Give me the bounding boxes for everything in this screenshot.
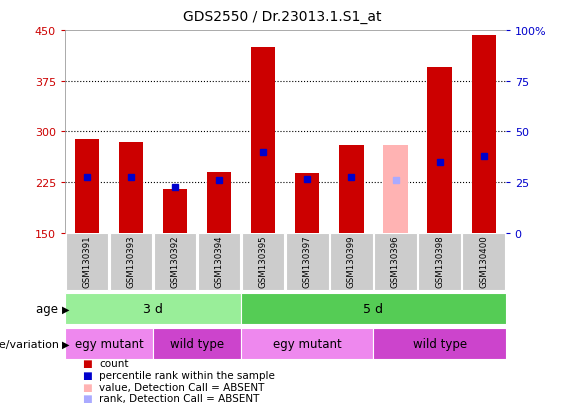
Text: GSM130398: GSM130398 xyxy=(435,235,444,287)
Text: 5 d: 5 d xyxy=(363,302,384,315)
Text: egy mutant: egy mutant xyxy=(75,337,144,350)
Bar xyxy=(375,234,416,291)
Text: GSM130400: GSM130400 xyxy=(479,235,488,288)
Text: count: count xyxy=(99,358,128,368)
Bar xyxy=(241,328,373,359)
Bar xyxy=(241,293,506,324)
Bar xyxy=(65,293,241,324)
Text: ■: ■ xyxy=(82,393,92,403)
Bar xyxy=(384,146,407,233)
Text: GSM130391: GSM130391 xyxy=(82,235,92,287)
Text: ▶: ▶ xyxy=(62,304,69,314)
Text: ■: ■ xyxy=(82,382,92,392)
Bar xyxy=(154,234,196,291)
Text: GSM130392: GSM130392 xyxy=(171,235,180,287)
Text: wild type: wild type xyxy=(412,337,467,350)
Bar xyxy=(242,234,284,291)
Text: percentile rank within the sample: percentile rank within the sample xyxy=(99,370,275,380)
Bar xyxy=(331,234,372,291)
Bar xyxy=(119,143,143,233)
Text: genotype/variation: genotype/variation xyxy=(0,339,62,349)
Text: ■: ■ xyxy=(82,370,92,380)
Bar xyxy=(251,48,275,233)
Bar xyxy=(419,234,460,291)
Bar xyxy=(463,234,505,291)
Text: GSM130399: GSM130399 xyxy=(347,235,356,287)
Text: rank, Detection Call = ABSENT: rank, Detection Call = ABSENT xyxy=(99,393,259,403)
Text: GSM130396: GSM130396 xyxy=(391,235,400,287)
Bar xyxy=(65,328,153,359)
Bar xyxy=(207,173,231,233)
Text: GDS2550 / Dr.23013.1.S1_at: GDS2550 / Dr.23013.1.S1_at xyxy=(183,10,382,24)
Text: age: age xyxy=(36,302,62,315)
Bar xyxy=(153,328,241,359)
Bar xyxy=(373,328,506,359)
Text: egy mutant: egy mutant xyxy=(273,337,342,350)
Bar xyxy=(295,174,319,233)
Text: GSM130395: GSM130395 xyxy=(259,235,268,287)
Bar xyxy=(286,234,328,291)
Text: GSM130393: GSM130393 xyxy=(127,235,136,287)
Bar xyxy=(472,36,496,233)
Bar xyxy=(110,234,152,291)
Bar xyxy=(65,31,506,233)
Text: GSM130394: GSM130394 xyxy=(215,235,224,287)
Bar xyxy=(75,140,99,233)
Bar xyxy=(428,68,451,233)
Bar xyxy=(340,146,363,233)
Text: 3 d: 3 d xyxy=(143,302,163,315)
Bar xyxy=(163,190,187,233)
Text: GSM130397: GSM130397 xyxy=(303,235,312,287)
Text: wild type: wild type xyxy=(170,337,224,350)
Text: ■: ■ xyxy=(82,358,92,368)
Bar xyxy=(198,234,240,291)
Text: value, Detection Call = ABSENT: value, Detection Call = ABSENT xyxy=(99,382,264,392)
Text: ▶: ▶ xyxy=(62,339,69,349)
Bar xyxy=(66,234,108,291)
